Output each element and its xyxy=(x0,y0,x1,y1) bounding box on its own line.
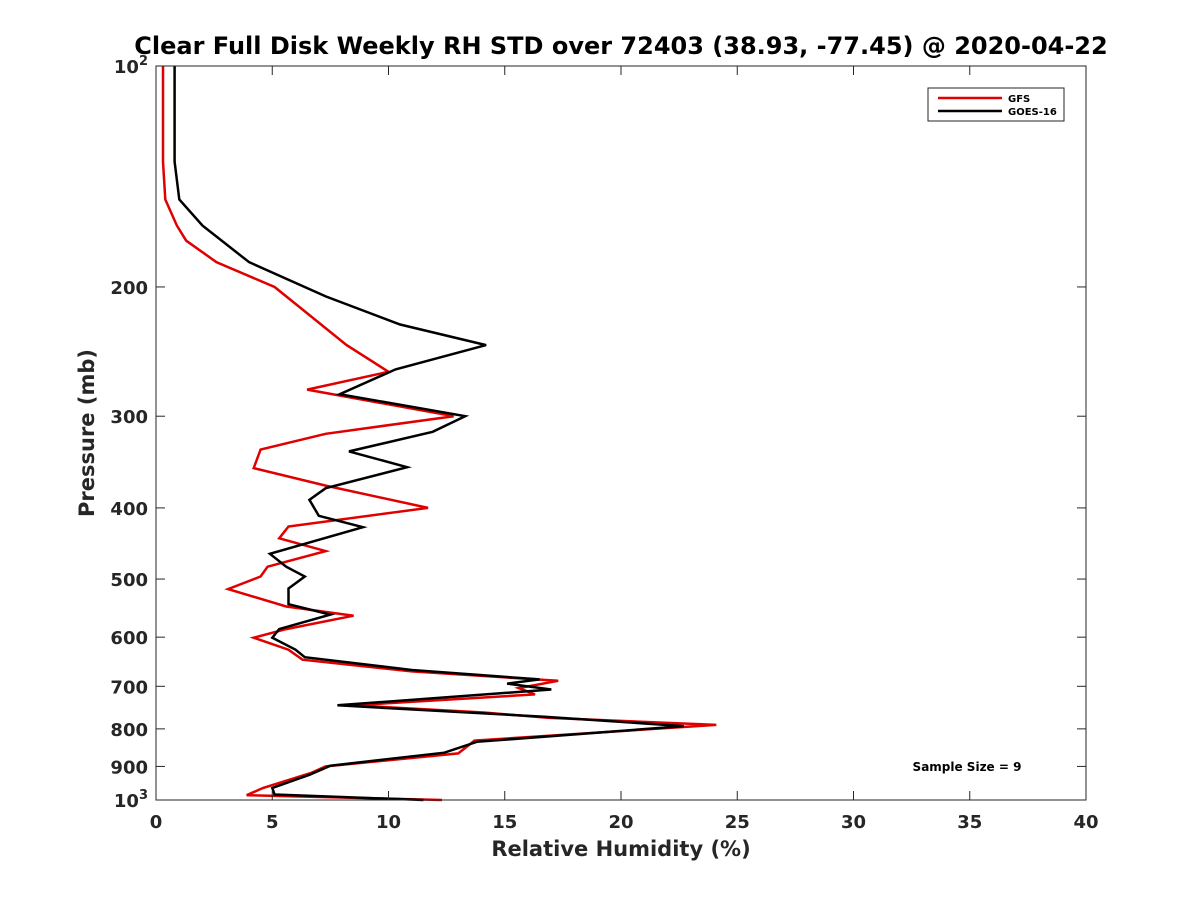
chart-title: Clear Full Disk Weekly RH STD over 72403… xyxy=(134,32,1107,60)
x-tick-label: 25 xyxy=(725,812,750,833)
y-tick-label: 103 xyxy=(114,788,148,812)
series-layer xyxy=(161,66,717,802)
axes-frame xyxy=(155,65,1087,801)
y-axis-label: Pressure (mb) xyxy=(75,349,99,517)
legend-box xyxy=(927,87,1065,122)
x-tick-label: 20 xyxy=(608,812,633,833)
series-line-gfs xyxy=(161,66,717,802)
x-tick-label: 0 xyxy=(150,812,163,833)
y-tick-label: 300 xyxy=(110,407,148,428)
x-axis-label: Relative Humidity (%) xyxy=(491,837,750,861)
x-tick-label: 30 xyxy=(841,812,866,833)
sample-size-annotation: Sample Size = 9 xyxy=(913,760,1022,774)
x-tick-label: 40 xyxy=(1073,812,1098,833)
y-tick-label: 800 xyxy=(110,720,148,741)
legend: GFS GOES-16 xyxy=(927,87,1065,122)
y-tick-label: 102 xyxy=(114,54,148,78)
x-axis: 0 5 10 15 20 25 30 35 40 xyxy=(150,66,1099,833)
y-tick-label: 900 xyxy=(110,757,148,778)
plot-area: 0 5 10 15 20 25 30 35 40 102 200 300 400 500 600 700 80… xyxy=(110,54,1098,833)
y-tick-label: 600 xyxy=(110,628,148,649)
x-tick-label: 10 xyxy=(376,812,401,833)
y-axis: 102 200 300 400 500 600 700 800 900 103 xyxy=(110,54,1086,812)
legend-label: GOES-16 xyxy=(1008,107,1057,118)
series-line-goes-16 xyxy=(173,66,684,802)
y-tick-label: 500 xyxy=(110,570,148,591)
y-tick-label: 700 xyxy=(110,677,148,698)
x-tick-label: 5 xyxy=(266,812,279,833)
legend-label: GFS xyxy=(1008,94,1030,105)
y-tick-label: 200 xyxy=(110,278,148,299)
y-tick-label: 400 xyxy=(110,499,148,520)
x-tick-label: 15 xyxy=(492,812,517,833)
x-tick-label: 35 xyxy=(957,812,982,833)
